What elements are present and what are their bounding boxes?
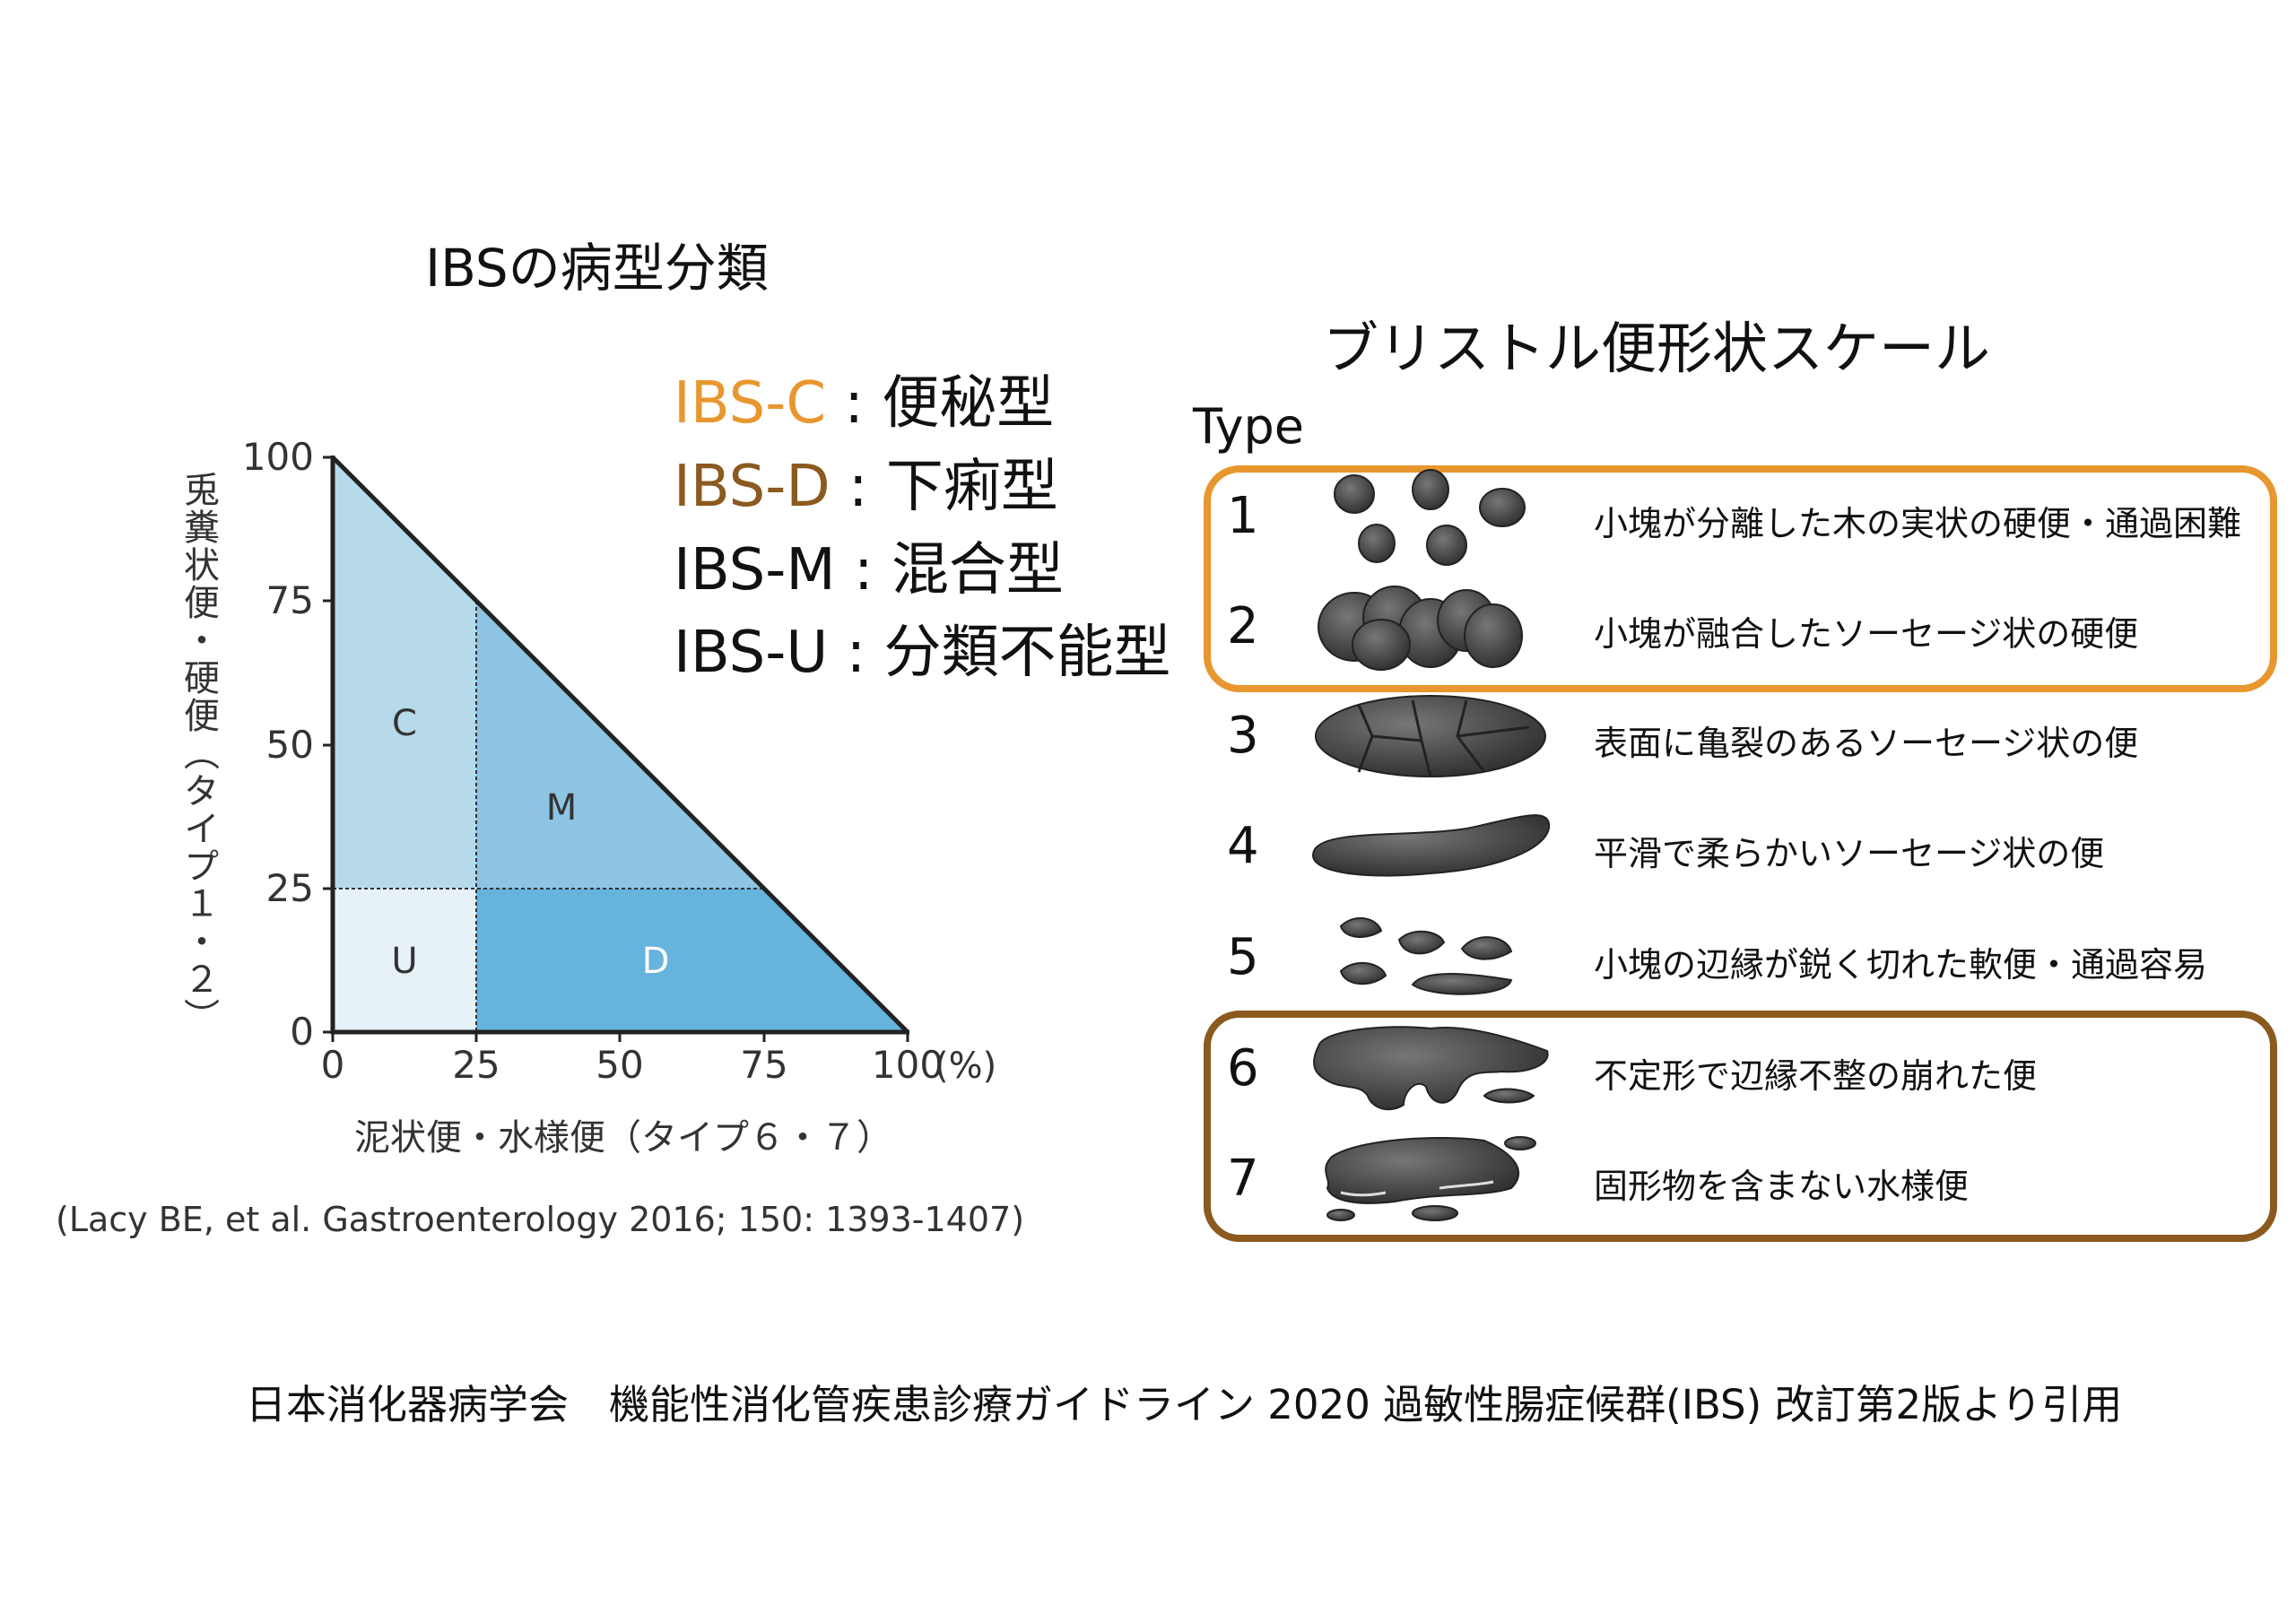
tick-marks — [323, 456, 909, 1042]
legend-code: IBS-M — [674, 537, 836, 603]
region-label-c: C — [392, 703, 417, 744]
legend-label: 混合型 — [891, 537, 1064, 603]
type-number: 4 — [1227, 817, 1259, 875]
bristol-row-5: 5 小塊の辺縁が鋭く切れた軟便・通過容易 — [1220, 908, 2278, 1007]
stool-type-6-icon — [1313, 1026, 1549, 1111]
legend-sep: : — [828, 620, 884, 686]
bristol-row-2: 2 小塊が融合したソーセージ状の硬便 — [1220, 577, 2278, 676]
type-number: 7 — [1227, 1150, 1259, 1208]
bristol-row-3: 3 表面に亀裂のあるソーセージ状の便 — [1220, 687, 2278, 785]
x-tick-label: 50 — [596, 1043, 643, 1087]
y-tick-label: 75 — [266, 578, 314, 622]
legend-code: IBS-U — [674, 620, 829, 686]
x-tick-label: 25 — [452, 1043, 500, 1087]
x-tick-label: 0 — [321, 1043, 345, 1087]
stool-type-2-icon — [1318, 586, 1523, 671]
x-unit-label: (%) — [935, 1046, 996, 1087]
legend-label: 下痢型 — [885, 454, 1058, 520]
type-description: 小塊の辺縁が鋭く切れた軟便・通過容易 — [1594, 945, 2208, 985]
y-tick-label: 25 — [266, 866, 314, 910]
bristol-row-6: 6 不定形で辺縁不整の崩れた便 — [1220, 1020, 2278, 1118]
y-tick-label: 50 — [266, 723, 314, 767]
bristol-scale-title: ブリストル便形状スケール — [1323, 316, 1991, 381]
y-tick-label: 100 — [242, 435, 314, 479]
ibs-classification-chart: 100 75 50 25 0 0 25 50 75 100 (%) C M U … — [242, 435, 996, 1087]
type-description: 小塊が分離した木の実状の硬便・通過困難 — [1594, 504, 2242, 543]
region-c — [333, 457, 476, 889]
stool-type-7-icon — [1325, 1136, 1536, 1221]
region-label-m: M — [546, 787, 578, 829]
hypotenuse — [331, 456, 909, 1034]
x-tick-label: 100 — [872, 1043, 944, 1087]
stool-type-5-icon — [1339, 917, 1513, 995]
region-label-u: U — [391, 941, 417, 982]
type-number: 5 — [1227, 928, 1259, 986]
x-tick-label: 75 — [740, 1043, 787, 1087]
x-axis-label: 泥状便・水様便（タイプ６・７） — [354, 1117, 892, 1159]
constipation-group-box — [1204, 465, 2277, 692]
type-description: 平滑で柔らかいソーセージ状の便 — [1594, 834, 2105, 873]
type-number: 3 — [1227, 707, 1259, 765]
type-column-label: Type — [1193, 398, 1305, 455]
stool-type-1-icon — [1334, 469, 1526, 566]
legend-label: 便秘型 — [882, 370, 1055, 437]
stool-type-3-icon — [1315, 695, 1546, 777]
legend-label: 分類不能型 — [883, 620, 1171, 686]
bristol-row-1: 1 小塊が分離した木の実状の硬便・通過困難 — [1220, 467, 2278, 566]
region-label-d: D — [642, 941, 670, 982]
stool-type-4-icon — [1312, 814, 1551, 877]
region-u — [333, 889, 476, 1032]
type-description: 固形物を含まない水様便 — [1594, 1167, 1970, 1206]
bristol-row-7: 7 固形物を含まない水様便 — [1220, 1130, 2278, 1228]
bristol-row-4: 4 平滑で柔らかいソーセージ状の便 — [1220, 797, 2278, 896]
legend-sep: : — [830, 454, 886, 520]
source-footer: 日本消化器病学会 機能性消化管疾患診療ガイドライン 2020 過敏性腸症候群(I… — [246, 1381, 2123, 1428]
type-description: 表面に亀裂のあるソーセージ状の便 — [1594, 724, 2139, 763]
legend-item-ibs-d: IBS-D : 下痢型 — [674, 458, 1058, 516]
legend-code: IBS-C — [674, 370, 827, 437]
diagram-title: IBSの病型分類 — [425, 238, 769, 299]
legend-item-ibs-m: IBS-M : 混合型 — [674, 542, 1064, 599]
type-description: 小塊が融合したソーセージ状の硬便 — [1594, 614, 2139, 654]
diarrhea-group-box — [1204, 1011, 2277, 1242]
legend-sep: : — [835, 537, 891, 603]
citation: (Lacy BE, et al. Gastroenterology 2016; … — [56, 1200, 1025, 1239]
legend-code: IBS-D — [674, 454, 831, 520]
type-number: 6 — [1227, 1039, 1259, 1098]
legend-sep: : — [826, 370, 883, 437]
region-d — [476, 889, 908, 1032]
y-tick-label: 0 — [290, 1010, 314, 1054]
y-axis-label: 兎糞状便・硬便（タイプ１・２） — [178, 471, 219, 1036]
legend-item-ibs-c: IBS-C : 便秘型 — [674, 375, 1054, 432]
type-number: 2 — [1227, 597, 1259, 655]
type-number: 1 — [1227, 487, 1259, 545]
legend-item-ibs-u: IBS-U : 分類不能型 — [674, 624, 1170, 681]
type-description: 不定形で辺縁不整の崩れた便 — [1594, 1056, 2038, 1096]
